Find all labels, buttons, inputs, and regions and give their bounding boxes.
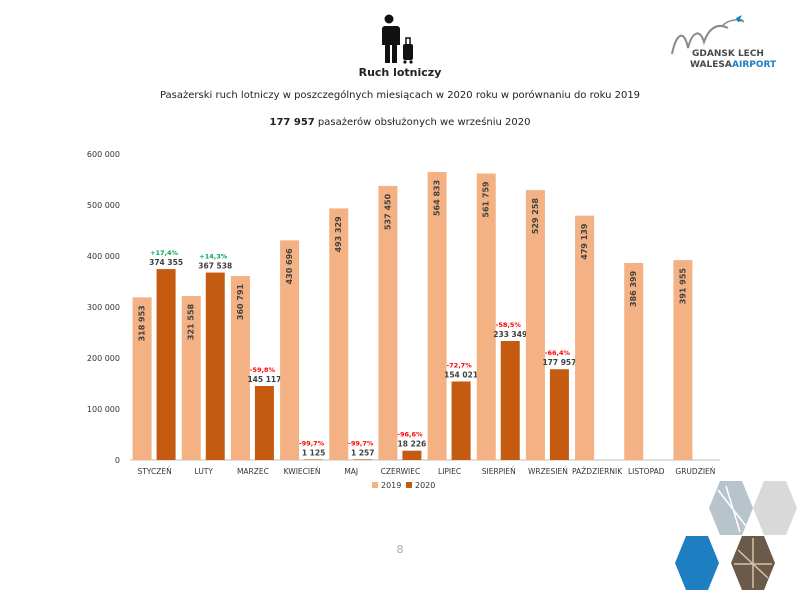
bar-2020	[549, 369, 569, 460]
data-label-2020: 367 538	[198, 262, 232, 271]
data-label-2020: 154 021	[444, 370, 478, 379]
legend-label-2020: 2020	[415, 481, 435, 490]
data-label-2020: 1 257	[351, 448, 375, 457]
data-label-2019: 386 399	[629, 270, 638, 307]
hexagon-photo-detail-2	[734, 538, 772, 588]
highlight-line: 177 957 pasażerów obsłużonych we wrześni…	[0, 117, 800, 128]
bar-2019	[132, 297, 152, 460]
data-label-2020: 18 226	[398, 440, 427, 449]
data-label-2019: 360 791	[236, 283, 245, 320]
legend-label-2019: 2019	[381, 481, 401, 490]
plane-icon	[736, 15, 744, 22]
y-tick-label: 500 000	[87, 201, 120, 210]
hexagon-blue-tile	[675, 536, 719, 590]
logo-line2a: WALESA	[690, 60, 732, 70]
change-label: -99,7%	[348, 439, 374, 447]
airport-logo: GDANSK LECH WALESA AIRPORT	[671, 15, 777, 70]
data-label-2019: 561 759	[482, 181, 491, 218]
x-tick-label: LUTY	[195, 467, 214, 476]
data-label-2020: 374 355	[149, 258, 183, 267]
change-label: -66,4%	[545, 349, 571, 357]
x-tick-label: CZERWIEC	[381, 467, 421, 476]
x-tick-label: SIERPIEŃ	[482, 467, 516, 476]
x-tick-label: KWIECIEŃ	[284, 467, 321, 476]
chart-subtitle: Pasażerski ruch lotniczy w poszczególnyc…	[159, 90, 641, 101]
change-label: -58,5%	[496, 321, 522, 329]
x-tick-label: WRZESIEŃ	[528, 467, 568, 476]
bar-2020	[205, 272, 225, 460]
x-tick-label: MAJ	[344, 467, 358, 476]
bar-2019	[378, 185, 398, 460]
change-label: -59,8%	[250, 366, 276, 374]
bar-2020	[304, 459, 324, 460]
highlight-value: 177 957	[269, 117, 315, 128]
bar-2020	[353, 459, 373, 460]
x-tick-label: LISTOPAD	[628, 467, 665, 476]
change-label: +17,4%	[150, 249, 178, 257]
change-label: -99,7%	[299, 439, 325, 447]
decorative-hexagons	[675, 481, 797, 590]
data-label-2019: 529 258	[531, 198, 540, 235]
bar-2019	[280, 240, 300, 460]
data-label-2019: 430 696	[285, 248, 294, 285]
data-label-2020: 1 125	[302, 448, 326, 457]
data-label-2019: 493 329	[334, 216, 343, 253]
logo-line1: GDANSK LECH	[692, 49, 764, 59]
page-number: 8	[396, 543, 404, 556]
change-label: -72,7%	[446, 361, 472, 369]
y-tick-label: 300 000	[87, 303, 120, 312]
data-label-2020: 145 117	[247, 375, 281, 384]
hexagon-photo-tile	[709, 481, 753, 535]
x-tick-label: STYCZEŃ	[137, 467, 171, 476]
highlight-text: pasażerów obsłużonych we wrześniu 2020	[317, 117, 531, 128]
hexagon-photo-detail	[717, 485, 747, 533]
bar-2019	[476, 173, 496, 460]
hexagon-grey-tile	[753, 481, 797, 535]
bar-2020	[156, 269, 176, 460]
legend-swatch-2019	[372, 482, 378, 488]
data-label-2019: 564 833	[433, 180, 442, 216]
bar-2019	[575, 215, 595, 460]
y-tick-label: 600 000	[87, 150, 120, 159]
data-label-2019: 479 139	[580, 223, 589, 260]
traveler-luggage-icon	[381, 14, 413, 64]
bar-2019	[329, 208, 349, 460]
y-tick-label: 0	[115, 456, 120, 465]
y-tick-label: 100 000	[87, 405, 120, 414]
x-tick-label: PAŹDZIERNIK	[572, 467, 623, 476]
change-label: -96,6%	[397, 431, 423, 439]
bar-2020	[402, 450, 422, 460]
bar-2019	[427, 171, 447, 460]
bar-2019	[673, 260, 693, 460]
bar-2019	[525, 190, 545, 460]
bar-2019	[624, 262, 644, 460]
data-label-2020: 177 957	[542, 358, 576, 367]
legend-swatch-2020	[406, 482, 412, 488]
data-label-2019: 391 955	[678, 268, 687, 305]
bar-2019	[181, 296, 201, 460]
bar-2020	[500, 340, 520, 460]
bar-2019	[230, 275, 250, 460]
data-label-2019: 537 450	[383, 193, 392, 230]
data-label-2020: 233 349	[493, 330, 527, 339]
logo-line2b: AIRPORT	[732, 60, 777, 70]
change-label: +14,3%	[199, 253, 227, 261]
y-tick-label: 200 000	[87, 354, 120, 363]
bar-2020	[254, 385, 274, 460]
x-tick-label: LIPIEC	[438, 467, 461, 476]
x-tick-label: GRUDZIEŃ	[675, 467, 715, 476]
bar-2020	[451, 381, 471, 460]
data-label-2019: 321 558	[187, 303, 196, 340]
data-label-2019: 318 953	[138, 305, 147, 341]
chart-title: Ruch lotniczy	[358, 66, 442, 79]
x-tick-label: MARZEC	[237, 467, 269, 476]
y-tick-label: 400 000	[87, 252, 120, 261]
